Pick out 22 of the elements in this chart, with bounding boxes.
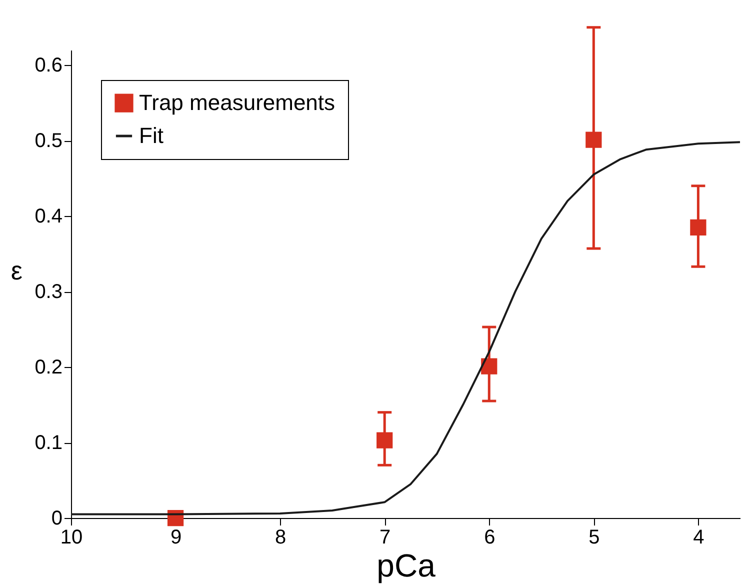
legend-label: Trap measurements [139,90,336,115]
x-axis-title: pCa [376,548,436,584]
y-tick-label: 0.1 [34,432,62,454]
point [481,358,498,374]
x-tick-label: 10 [60,526,83,548]
x-tick-label: 8 [275,526,286,548]
y-tick-label: 0.5 [34,130,62,152]
x-tick-label: 5 [588,526,600,548]
point [586,132,602,148]
x-tick-label: 9 [170,526,182,548]
point [690,219,706,236]
x-tick-label: 7 [380,526,391,548]
y-tick-label: 0.3 [34,281,62,304]
y-axis-title: ε [10,256,23,286]
y-tick-label: 0.2 [34,356,62,379]
legend-label: Fit [139,123,164,148]
x-tick-label: 6 [484,526,496,548]
y-tick-label: 0.4 [34,206,62,228]
x-tick-label: 4 [693,526,704,548]
y-tick-label: 0 [51,508,62,530]
y-tick-label: 0.6 [34,54,62,77]
point [376,432,393,448]
